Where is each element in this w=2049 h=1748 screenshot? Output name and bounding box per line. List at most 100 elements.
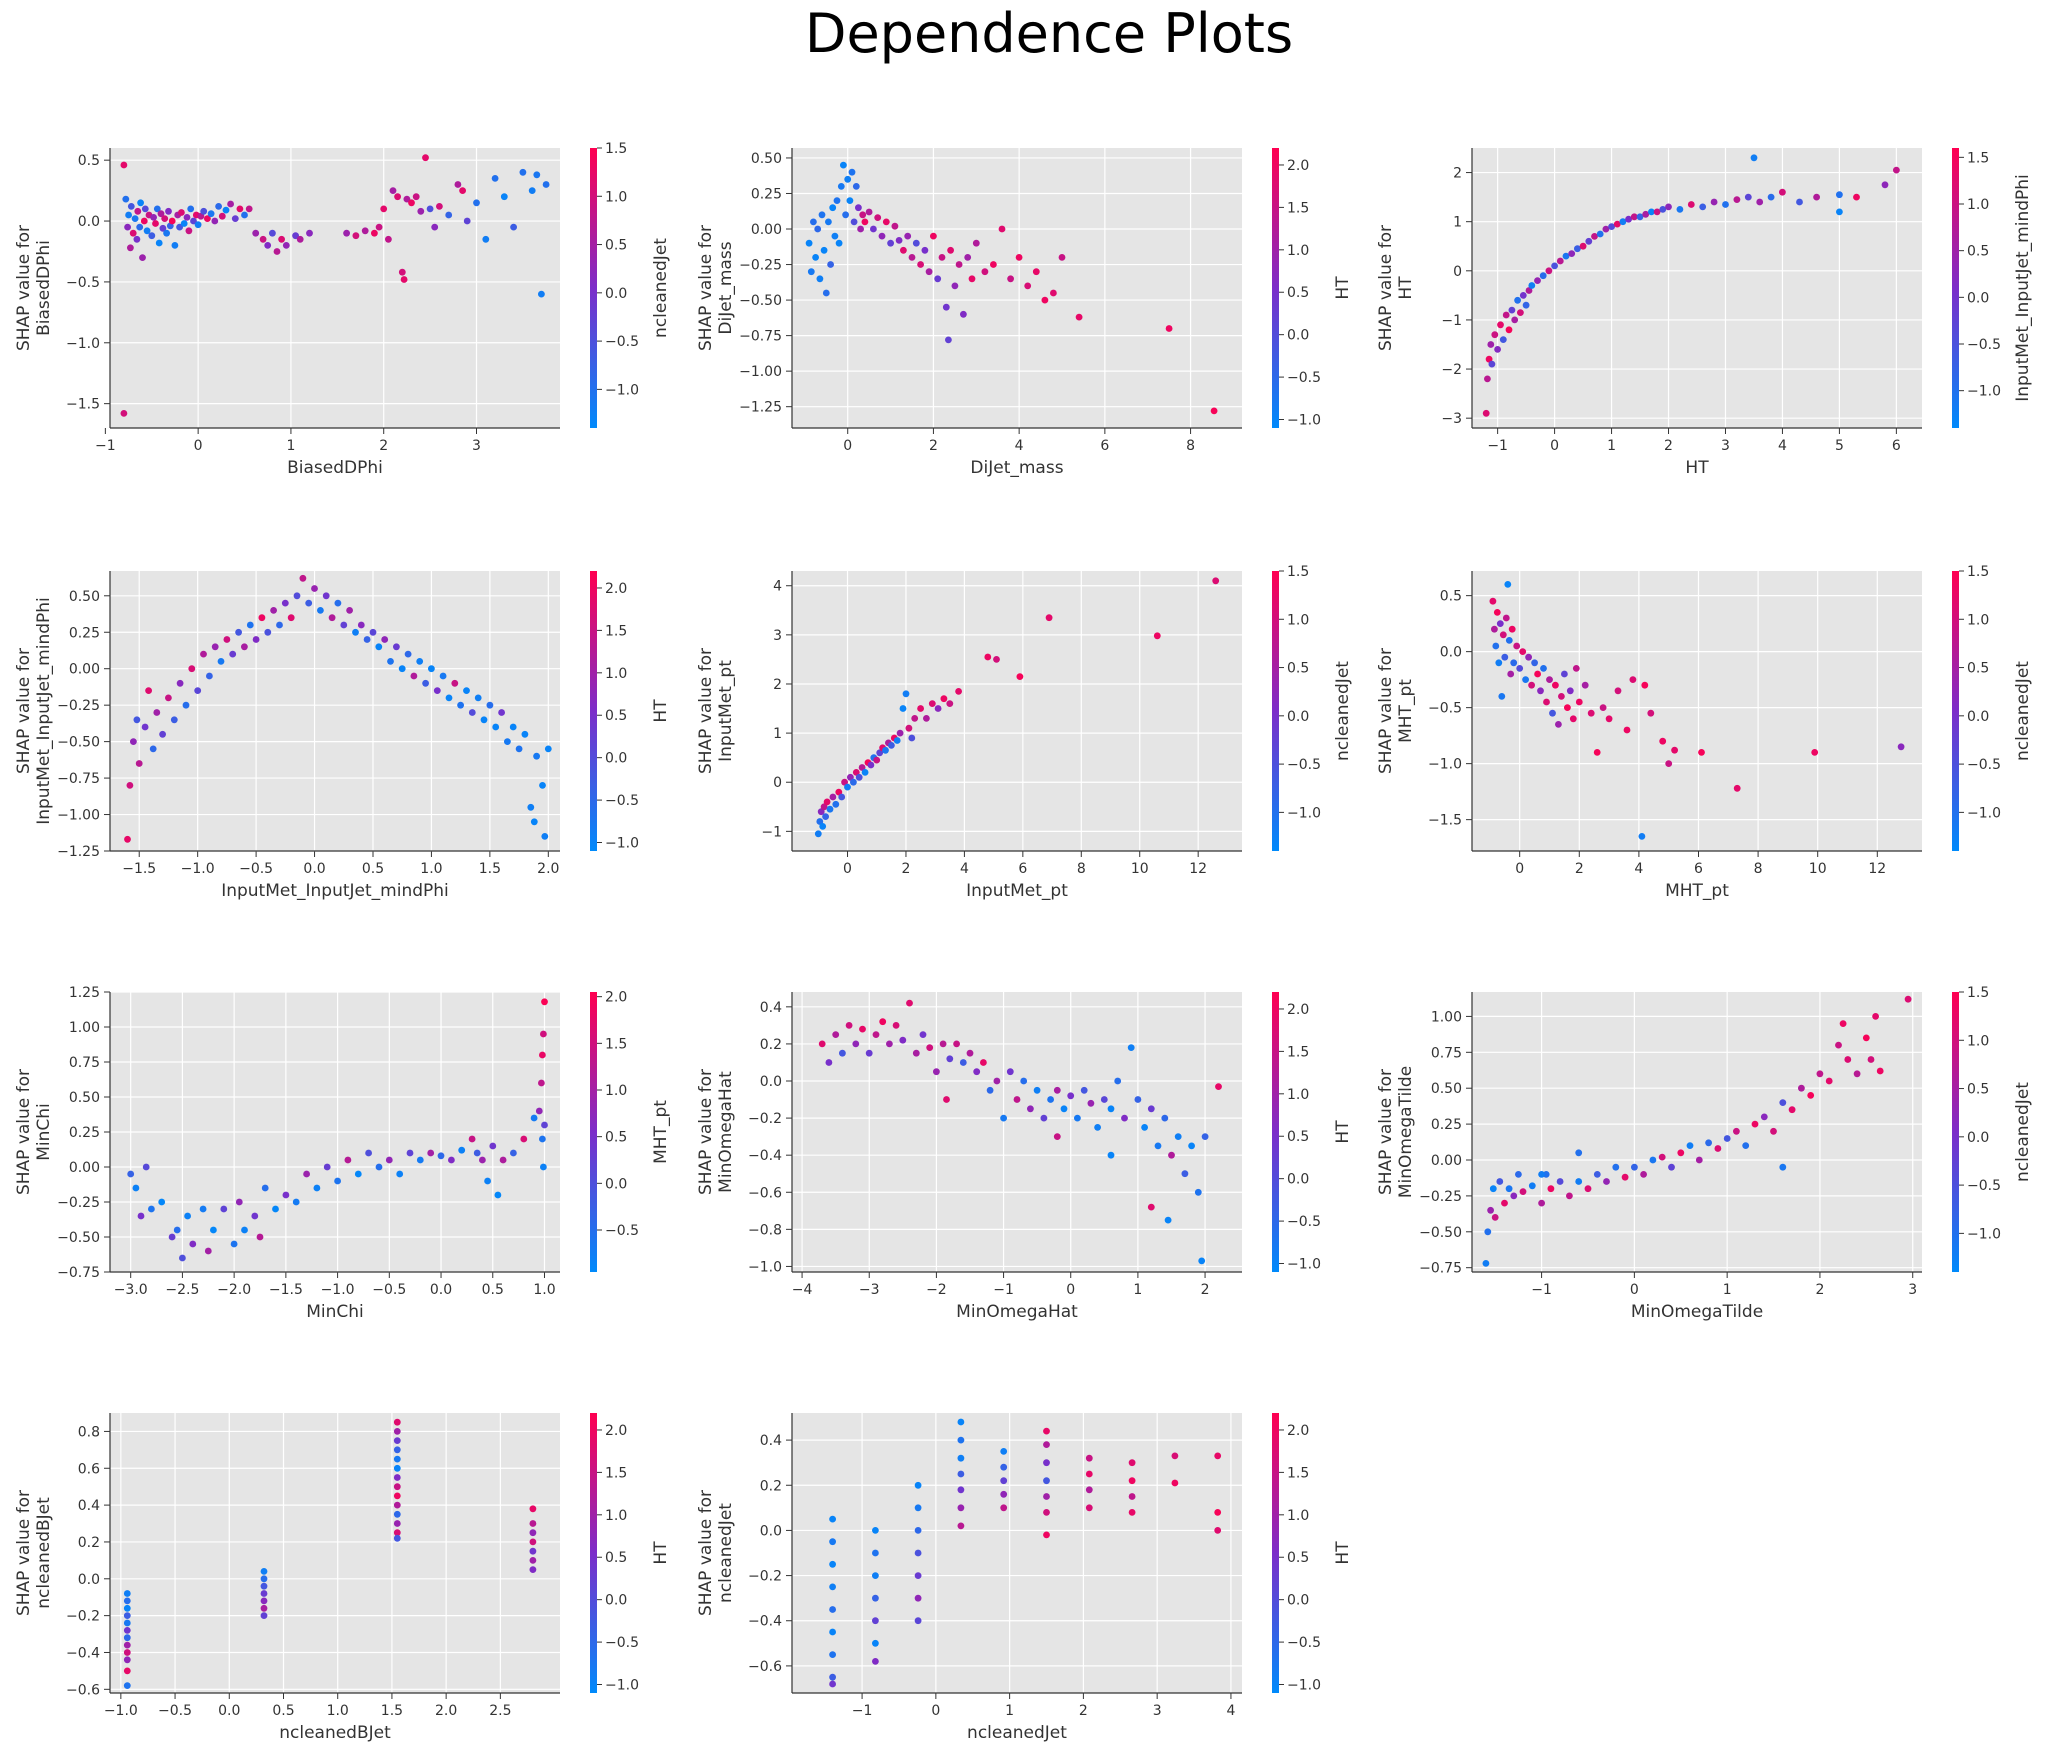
y-tick-label: −0.50 bbox=[57, 735, 100, 751]
data-point bbox=[1723, 1135, 1731, 1142]
data-point bbox=[925, 268, 933, 276]
data-point bbox=[428, 665, 435, 673]
data-point bbox=[533, 752, 540, 760]
y-tick-label: 0.4 bbox=[78, 1498, 100, 1514]
data-point bbox=[1502, 614, 1510, 622]
data-point bbox=[1510, 659, 1518, 667]
data-point bbox=[1575, 1149, 1583, 1157]
colorbar bbox=[590, 571, 597, 851]
data-point bbox=[521, 730, 529, 738]
data-point bbox=[1561, 670, 1568, 678]
y-tick-label: −0.75 bbox=[57, 771, 100, 787]
data-point bbox=[1668, 1163, 1675, 1171]
data-point bbox=[1537, 687, 1544, 695]
x-tick-label: 0.0 bbox=[430, 1282, 452, 1298]
y-tick-label: −0.5 bbox=[66, 275, 100, 291]
colorbar-tick-label: 1.0 bbox=[605, 666, 627, 682]
data-point bbox=[1502, 311, 1510, 319]
data-point bbox=[1677, 1149, 1685, 1157]
y-tick-label: −0.2 bbox=[748, 1569, 782, 1585]
data-point bbox=[1631, 1163, 1638, 1171]
y-tick-label: 0.5 bbox=[1440, 589, 1462, 605]
data-point bbox=[1733, 196, 1741, 204]
data-point bbox=[838, 793, 846, 801]
data-point bbox=[122, 195, 130, 203]
data-point bbox=[858, 764, 866, 771]
data-point bbox=[957, 1486, 965, 1494]
data-point bbox=[895, 237, 903, 244]
x-tick-label: −3.0 bbox=[114, 1282, 148, 1298]
data-point bbox=[1562, 252, 1570, 260]
data-point bbox=[143, 227, 151, 235]
data-point bbox=[1659, 737, 1667, 745]
y-axis-label: SHAP value forncleanedBJet bbox=[14, 1490, 54, 1616]
data-point bbox=[827, 261, 834, 268]
x-axis-label: MinOmegaTilde bbox=[1631, 1302, 1763, 1322]
data-point bbox=[960, 310, 967, 318]
data-point bbox=[509, 723, 517, 731]
data-point bbox=[1659, 206, 1667, 213]
data-point bbox=[1006, 1068, 1014, 1076]
colorbar-tick-label: 0.5 bbox=[605, 1550, 627, 1566]
x-tick-label: 6 bbox=[1100, 438, 1109, 454]
colorbar-tick-label: 1.0 bbox=[1967, 1033, 1989, 1049]
data-point bbox=[218, 212, 226, 220]
data-point bbox=[1482, 1260, 1490, 1267]
y-tick-label: 0.75 bbox=[1431, 1045, 1462, 1061]
data-point bbox=[966, 1049, 974, 1057]
data-point bbox=[393, 1464, 401, 1472]
data-point bbox=[899, 705, 907, 712]
data-point bbox=[1510, 1192, 1518, 1200]
data-point bbox=[1128, 1459, 1136, 1467]
data-point bbox=[1528, 1182, 1536, 1190]
y-tick-label: −0.4 bbox=[748, 1614, 782, 1630]
data-point bbox=[1000, 1463, 1008, 1471]
data-point bbox=[917, 261, 924, 268]
data-point bbox=[805, 239, 813, 247]
x-tick-label: 3 bbox=[1721, 438, 1730, 454]
x-tick-label: 3 bbox=[1908, 1282, 1917, 1298]
y-tick-label: 0.50 bbox=[751, 151, 782, 167]
data-point bbox=[1000, 1490, 1008, 1498]
data-point bbox=[1491, 1214, 1499, 1221]
x-tick-label: 1.0 bbox=[327, 1703, 349, 1719]
data-point bbox=[123, 1634, 131, 1642]
data-point bbox=[984, 653, 992, 661]
data-point bbox=[1043, 1427, 1050, 1435]
data-point bbox=[123, 1597, 131, 1605]
data-point bbox=[1033, 1086, 1041, 1094]
data-point bbox=[1552, 681, 1559, 689]
data-point bbox=[1505, 1185, 1513, 1193]
data-point bbox=[1648, 208, 1655, 216]
data-point bbox=[510, 1149, 517, 1157]
data-point bbox=[846, 197, 854, 205]
data-point bbox=[180, 220, 188, 227]
data-point bbox=[899, 1036, 907, 1044]
colorbar-tick-label: 0.0 bbox=[1287, 1593, 1309, 1609]
data-point bbox=[1881, 181, 1889, 189]
data-point bbox=[235, 628, 243, 636]
plot-background bbox=[792, 148, 1242, 428]
data-point bbox=[123, 1590, 131, 1597]
x-tick-label: −1.0 bbox=[321, 1282, 355, 1298]
data-point bbox=[161, 215, 169, 223]
x-tick-label: 4 bbox=[1015, 438, 1024, 454]
data-point bbox=[1128, 1509, 1136, 1516]
data-point bbox=[126, 244, 134, 252]
data-point bbox=[1000, 1477, 1008, 1485]
x-tick-label: 4 bbox=[1778, 438, 1787, 454]
data-point bbox=[1087, 1099, 1095, 1107]
data-point bbox=[210, 1226, 217, 1234]
data-point bbox=[153, 205, 161, 213]
data-point bbox=[127, 1170, 135, 1178]
data-point bbox=[1496, 1178, 1504, 1185]
colorbar-tick-label: 1.0 bbox=[1967, 612, 1989, 628]
colorbar-tick-label: −1.0 bbox=[1287, 1678, 1321, 1694]
data-point bbox=[1522, 676, 1529, 683]
data-point bbox=[1013, 1096, 1021, 1103]
data-point bbox=[1484, 1228, 1492, 1236]
data-point bbox=[540, 1163, 547, 1171]
data-point bbox=[1494, 346, 1501, 353]
data-point bbox=[504, 738, 511, 745]
y-tick-label: −1 bbox=[1441, 313, 1462, 329]
